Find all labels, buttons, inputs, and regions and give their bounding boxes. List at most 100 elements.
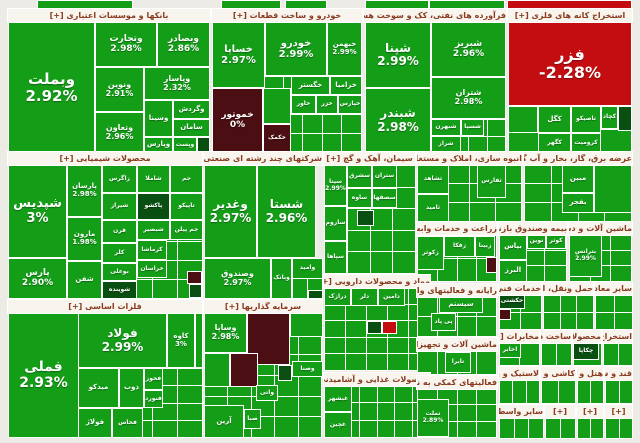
treemap-tile-small[interactable] xyxy=(367,304,387,321)
treemap-tile-small[interactable] xyxy=(178,242,202,260)
treemap-tile[interactable]: کاوه 3% xyxy=(168,314,194,367)
treemap-tile[interactable] xyxy=(196,314,202,367)
treemap-tile[interactable]: زفکا xyxy=(445,237,474,256)
sector-header-communication-devices[interactable]: ساخت دستگاهها و وسایل ارتباطی [+] xyxy=(541,330,571,343)
treemap-tile-small[interactable] xyxy=(370,209,393,230)
sector-header-metal-ores[interactable]: استخراج کانه های فلزی [+] xyxy=(508,9,632,22)
treemap-tile[interactable]: وسینا xyxy=(145,101,172,136)
treemap-tile[interactable]: مبین xyxy=(563,165,593,192)
treemap-tile-small[interactable] xyxy=(388,337,408,354)
treemap-tile[interactable]: خزر xyxy=(317,96,337,113)
treemap-tile-small[interactable] xyxy=(469,136,487,152)
treemap-tile-small[interactable] xyxy=(500,418,514,438)
treemap-tile[interactable]: ساوه xyxy=(348,189,371,207)
treemap-tile-small[interactable] xyxy=(322,115,342,133)
treemap-tile[interactable]: دامین xyxy=(379,289,404,305)
treemap-tile[interactable] xyxy=(619,107,631,130)
treemap-tile-small[interactable] xyxy=(178,386,202,403)
sector-header-transport[interactable]: حمل ونقل، انبارداری و ارتباطات [+] xyxy=(543,282,593,295)
treemap-tile[interactable]: کگل xyxy=(539,107,570,132)
treemap-tile-small[interactable] xyxy=(347,252,370,273)
treemap-tile-small[interactable] xyxy=(477,405,496,421)
treemap-tile[interactable] xyxy=(368,322,381,333)
treemap-tile[interactable]: وصندوق 2.97% xyxy=(205,259,270,298)
treemap-tile[interactable]: بپاس xyxy=(500,235,526,259)
treemap-tile[interactable]: شاملا xyxy=(138,166,169,192)
treemap-tile[interactable]: ذوب xyxy=(120,369,143,407)
treemap-tile[interactable]: بفجر xyxy=(563,194,593,212)
treemap-tile[interactable] xyxy=(231,354,257,386)
treemap-tile-small[interactable] xyxy=(377,403,394,420)
treemap-tile-small[interactable] xyxy=(457,317,477,336)
treemap-tile-small[interactable] xyxy=(577,312,593,329)
treemap-tile[interactable] xyxy=(279,366,291,380)
treemap-tile-small[interactable] xyxy=(477,317,496,336)
treemap-tile[interactable]: وامید xyxy=(293,259,322,278)
sector-header-misc-2[interactable]: [+] xyxy=(577,405,603,418)
treemap-tile[interactable] xyxy=(309,291,322,298)
treemap-tile-small[interactable] xyxy=(395,420,412,437)
treemap-tile[interactable] xyxy=(188,272,201,283)
treemap-tile-small[interactable] xyxy=(444,203,469,221)
treemap-tile[interactable]: فولاد 2.99% xyxy=(79,314,166,367)
treemap-tile-small[interactable] xyxy=(298,376,321,396)
treemap-tile[interactable]: شیراز xyxy=(103,194,136,219)
sector-header-other-financial-intermediation[interactable]: سایر واسطه گریهای مالی [+] xyxy=(499,405,543,418)
treemap-tile[interactable]: خراسان xyxy=(138,261,166,277)
treemap-tile[interactable]: زاگرس xyxy=(103,166,136,192)
treemap-tile-small[interactable] xyxy=(487,136,505,152)
treemap-tile[interactable]: شپدیس 3% xyxy=(9,166,66,257)
treemap-tile-small[interactable] xyxy=(303,115,322,133)
sector-header-sugar[interactable]: قند و شکر [+] xyxy=(605,367,632,380)
treemap-tile-small[interactable] xyxy=(370,252,393,273)
treemap-tile-small[interactable] xyxy=(542,380,558,403)
treemap-tile-small[interactable] xyxy=(477,351,496,374)
treemap-tile[interactable]: واتی xyxy=(257,386,277,400)
treemap-tile[interactable] xyxy=(509,107,537,132)
treemap-tile[interactable]: جم xyxy=(171,166,202,192)
treemap-tile-small[interactable] xyxy=(619,380,632,403)
treemap-tile-small[interactable] xyxy=(601,130,631,152)
treemap-tile[interactable] xyxy=(291,314,322,336)
treemap-tile-small[interactable] xyxy=(395,386,412,403)
treemap-tile-small[interactable] xyxy=(614,312,632,329)
treemap-tile[interactable]: شوینده xyxy=(103,282,136,298)
treemap-tile-small[interactable] xyxy=(457,389,477,405)
treemap-tile-small[interactable] xyxy=(591,380,603,403)
treemap-tile[interactable]: شسپا xyxy=(462,120,483,135)
treemap-tile[interactable]: سپاها xyxy=(325,242,346,273)
treemap-tile[interactable]: فنورد xyxy=(145,391,162,407)
treemap-tile[interactable]: شراز xyxy=(432,137,460,152)
sector-header-telecom[interactable]: مخابرات [+] xyxy=(499,330,539,343)
treemap-tile-small[interactable] xyxy=(178,403,202,420)
sector-header-misc-3[interactable]: [+] xyxy=(605,405,632,418)
treemap-tile-small[interactable] xyxy=(542,343,556,365)
sector-header-agriculture[interactable]: زراعت و خدمات وابسته [+] xyxy=(417,222,497,235)
treemap-tile-small[interactable] xyxy=(619,418,632,438)
sector-header-cement[interactable]: سیمان، آهک و گچ [+] xyxy=(324,152,415,165)
treemap-tile-small[interactable] xyxy=(525,184,551,202)
treemap-tile-small[interactable] xyxy=(578,418,590,438)
treemap-tile-small[interactable] xyxy=(557,343,571,365)
treemap-tile-small[interactable] xyxy=(325,321,345,337)
treemap-tile-small[interactable] xyxy=(577,295,593,312)
sector-header-banks[interactable]: بانکها و موسسات اعتباری [+] xyxy=(8,9,210,22)
treemap-tile[interactable]: شپنا 2.99% xyxy=(366,23,430,87)
sector-header-paper-products[interactable]: محصولات کاغذی [+] xyxy=(573,330,601,343)
sector-header-machinery-equipment[interactable]: ماشین آلات و تجهیزات [+] xyxy=(417,338,497,351)
treemap-tile-small[interactable] xyxy=(360,420,377,437)
treemap-tile-small[interactable] xyxy=(444,184,469,202)
treemap-tile-small[interactable] xyxy=(377,386,394,403)
treemap-tile-small[interactable] xyxy=(393,166,415,187)
treemap-tile[interactable]: زبینا xyxy=(476,237,494,256)
treemap-tile-small[interactable] xyxy=(298,417,321,437)
treemap-tile-small[interactable] xyxy=(393,209,415,230)
treemap-tile[interactable]: کچاد xyxy=(602,107,617,128)
treemap-tile[interactable]: خموتور 0% xyxy=(213,89,262,152)
treemap-tile[interactable]: البرز xyxy=(500,261,526,281)
sector-header-misc-1[interactable]: [+] xyxy=(545,405,575,418)
treemap-tile[interactable]: خاور xyxy=(292,96,315,113)
treemap-tile[interactable] xyxy=(500,310,510,319)
treemap-tile[interactable]: شبصیر xyxy=(138,221,169,239)
treemap-tile[interactable]: خپارس xyxy=(339,96,361,113)
